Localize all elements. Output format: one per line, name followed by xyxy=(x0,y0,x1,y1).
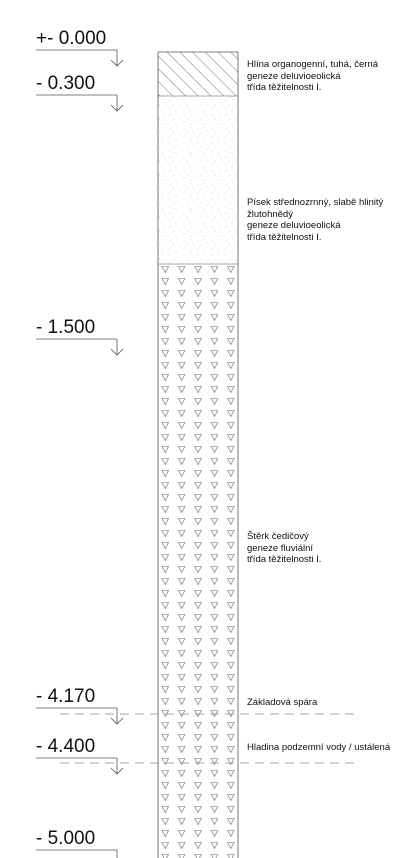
description-line: třída těžitelnosti I. xyxy=(247,82,322,93)
level-arrow xyxy=(110,348,124,356)
groundwater-level-note: Hladina podzemní vody / ustálená xyxy=(247,742,391,753)
layer-sand xyxy=(158,96,238,264)
level-arrow xyxy=(110,767,124,775)
level-label: - 4.170 xyxy=(36,686,96,707)
description-line: geneze deluvioeolická xyxy=(247,70,341,82)
layer-description: Hlína organogenní, tuhá, černá geneze de… xyxy=(247,59,378,94)
level-label: - 1.500 xyxy=(36,317,96,338)
layer-description: Štěrk čedičový geneze fluviální třída tě… xyxy=(247,531,321,566)
description-line: geneze deluvioeolická xyxy=(247,220,341,231)
level-markers xyxy=(36,49,360,858)
description-line: žlutohnědý xyxy=(247,208,293,220)
foundation-level-note: Základová spára xyxy=(247,697,318,708)
soil-layers xyxy=(157,51,239,858)
level-label: - 5.000 xyxy=(36,828,96,849)
layer-description: Písek střednozrnný, slabě hlinitý žlutoh… xyxy=(247,197,383,243)
layer-gravel xyxy=(158,264,238,858)
level-arrow xyxy=(110,717,124,725)
level-arrow xyxy=(110,59,124,67)
level-label: - 0.300 xyxy=(36,73,96,94)
level-label: - 4.400 xyxy=(36,736,96,757)
description-line: Štěrk čedičový xyxy=(247,531,309,542)
description-line: Hlína organogenní, tuhá, černá xyxy=(247,59,378,70)
description-line: geneze fluviální xyxy=(247,542,314,554)
description-line: Písek střednozrnný, slabě hlinitý xyxy=(247,197,384,208)
description-line: třída těžitelnosti I. xyxy=(247,231,322,243)
level-label: +- 0.000 xyxy=(36,28,107,49)
level-arrow xyxy=(110,104,124,112)
layer-hatch xyxy=(158,52,238,96)
description-line: třída těžitelnosti I. xyxy=(247,554,322,565)
